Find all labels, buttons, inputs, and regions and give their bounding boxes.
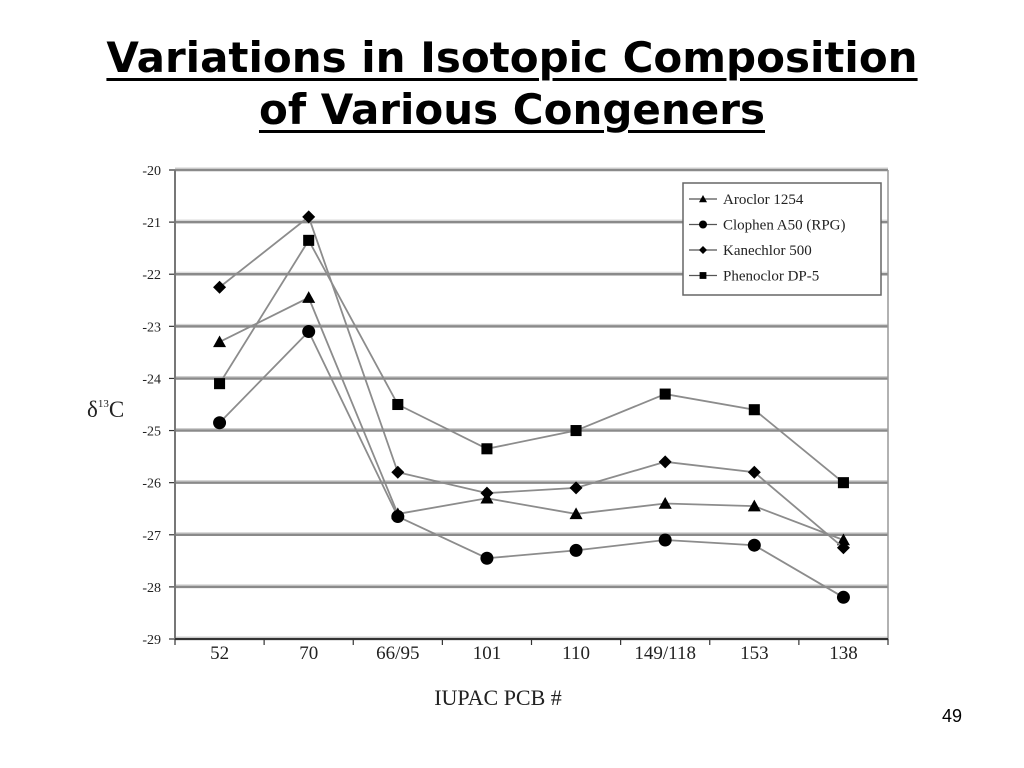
y-tick-label: -29 (142, 633, 161, 648)
diamond-marker (302, 210, 316, 224)
x-tick-label: 101 (473, 643, 502, 664)
square-marker (699, 272, 707, 279)
y-tick-label: -25 (142, 425, 161, 440)
circle-marker (213, 416, 227, 430)
series-circle (213, 325, 850, 604)
x-tick-label: 153 (740, 643, 769, 664)
square-marker (659, 388, 671, 400)
circle-marker (747, 538, 761, 552)
series-line (218, 238, 845, 484)
y-tick-label: -28 (142, 581, 161, 596)
circle-marker (391, 510, 405, 524)
diamond-marker (699, 246, 707, 254)
triangle-marker (747, 499, 761, 512)
triangle-marker (213, 335, 227, 348)
triangle-marker (302, 291, 316, 303)
axes-layer: -20 -21 -22 -23 -24 -25 -26 -27 -28 -29 52 70 66/95 1… (142, 164, 889, 664)
y-tick-label: -24 (142, 372, 161, 387)
diamond-marker (480, 486, 494, 500)
x-tick-label: 138 (829, 643, 858, 664)
circle-marker (699, 220, 707, 229)
triangle-marker (836, 533, 850, 546)
series-diamond (213, 210, 850, 555)
legend: Aroclor 1254 Clophen A50 (RPG) Kanechlor 5… (682, 182, 882, 296)
legend-label: Phenoclor DP-5 (723, 269, 819, 285)
title-line-1: Variations in Isotopic Composition (106, 33, 918, 82)
circle-marker (480, 551, 494, 565)
x-tick-label: 149/118 (634, 643, 696, 664)
circle-marker (836, 590, 850, 604)
circle-marker (658, 533, 672, 547)
legend-box (682, 182, 882, 296)
y-tick-label: -20 (142, 164, 161, 179)
y-axis-title: δ13C (87, 397, 124, 422)
series-line (219, 215, 845, 549)
square-marker (392, 398, 404, 411)
circle-marker (302, 325, 316, 339)
diamond-marker (747, 465, 761, 479)
square-marker (570, 425, 582, 437)
x-tick-label: 66/95 (376, 643, 419, 664)
y-tick-label: -21 (142, 216, 161, 231)
square-marker (481, 443, 493, 455)
legend-label: Clophen A50 (RPG) (723, 218, 846, 234)
diamond-marker (658, 455, 672, 469)
x-tick-label: 110 (562, 643, 590, 664)
x-tick-label: 52 (210, 643, 229, 664)
series-layer (213, 210, 850, 604)
series-line (218, 329, 844, 599)
slide-number: 49 (941, 706, 962, 726)
legend-label: Aroclor 1254 (723, 192, 804, 208)
y-tick-label: -22 (142, 268, 161, 283)
y-tick-label: -27 (142, 529, 161, 544)
diamond-marker (391, 465, 405, 479)
square-marker (837, 477, 849, 489)
circle-marker (569, 543, 583, 557)
series-triangle (213, 291, 850, 546)
square-marker (748, 404, 760, 416)
slide-title: Variations in Isotopic Composition of Va… (0, 32, 1024, 136)
y-tick-label: -26 (142, 477, 161, 492)
square-marker (303, 234, 315, 246)
title-line-2: of Various Congeners (258, 85, 765, 134)
diamond-marker (213, 280, 227, 294)
series-square (214, 234, 849, 489)
triangle-marker (569, 507, 583, 520)
triangle-marker (658, 497, 672, 509)
axis-labels: IUPAC PCB # δ13C (87, 397, 562, 710)
diamond-marker (569, 481, 583, 495)
diamond-marker (836, 541, 850, 555)
x-axis-title: IUPAC PCB # (434, 685, 562, 710)
legend-label: Kanechlor 500 (723, 243, 812, 259)
series-line (219, 296, 844, 541)
triangle-marker (699, 195, 707, 203)
x-tick-label: 70 (299, 643, 318, 664)
square-marker (214, 378, 226, 390)
y-tick-label: -23 (142, 320, 161, 335)
